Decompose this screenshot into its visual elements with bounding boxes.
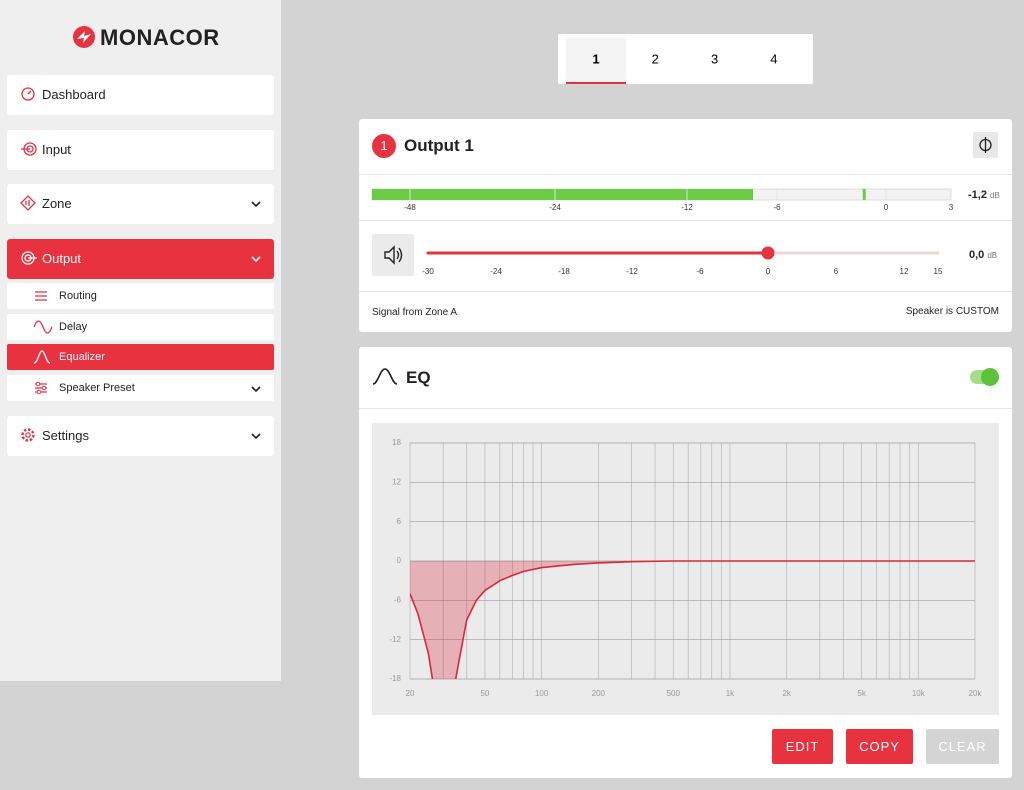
eq-card: EQ (359, 347, 1012, 778)
nav-label: Settings (42, 428, 89, 443)
edit-button[interactable]: EDIT (772, 729, 833, 764)
meter-value: -1,2 dB (968, 189, 1000, 201)
nav-item[interactable]: Settings (7, 416, 274, 456)
sub-nav-item[interactable]: Speaker Preset (7, 375, 274, 401)
speaker-text: Speaker is CUSTOM (905, 306, 999, 317)
source-text: Signal from Zone A (372, 307, 458, 318)
sub-nav-item[interactable]: Delay (7, 314, 274, 340)
sub-nav-item[interactable]: Routing (7, 283, 274, 309)
meter-unit: dB (990, 191, 1000, 200)
nav-item[interactable]: Input (7, 130, 274, 170)
phase-button[interactable] (973, 132, 998, 158)
nav-label: Speaker Preset (59, 382, 135, 394)
meter-value-text: -1,2 (968, 189, 987, 201)
active-tab-bg (566, 38, 626, 84)
eq-title: EQ (406, 368, 431, 387)
nav-item[interactable]: Zone (7, 184, 274, 224)
sub-nav-item[interactable]: Equalizer (7, 344, 274, 370)
volume-value-text: 0,0 (969, 249, 985, 261)
nav-label: Input (42, 142, 71, 157)
nav-item[interactable]: Dashboard (7, 75, 274, 115)
eq-chart-bg (372, 423, 999, 715)
nav-label: Zone (42, 196, 72, 211)
clear-button: CLEAR (926, 729, 999, 764)
mute-button[interactable] (372, 234, 414, 276)
copy-button[interactable]: COPY (846, 729, 913, 764)
nav-item[interactable]: Output (7, 239, 274, 279)
brand: MONACOR (100, 25, 220, 50)
volume-unit: dB (987, 251, 998, 260)
nav-label: Delay (59, 321, 88, 333)
output-title: Output 1 (404, 136, 474, 155)
volume-value: 0,0 dB (969, 249, 997, 261)
nav-label: Routing (59, 290, 97, 302)
nav-label: Output (42, 251, 82, 266)
nav-label: Equalizer (59, 351, 105, 363)
toggle-knob (981, 368, 999, 386)
logo-icon (73, 26, 95, 48)
output-badge: 1 (372, 134, 396, 158)
nav-label: Dashboard (42, 87, 106, 102)
eq-icon (372, 368, 398, 385)
sidebar: MONACOR Dashboard Input Zone Output Rout… (0, 0, 281, 681)
eq-toggle[interactable] (970, 368, 999, 386)
output-card: 1 Output 1 Signal from Zone A Speaker is… (359, 119, 1012, 332)
